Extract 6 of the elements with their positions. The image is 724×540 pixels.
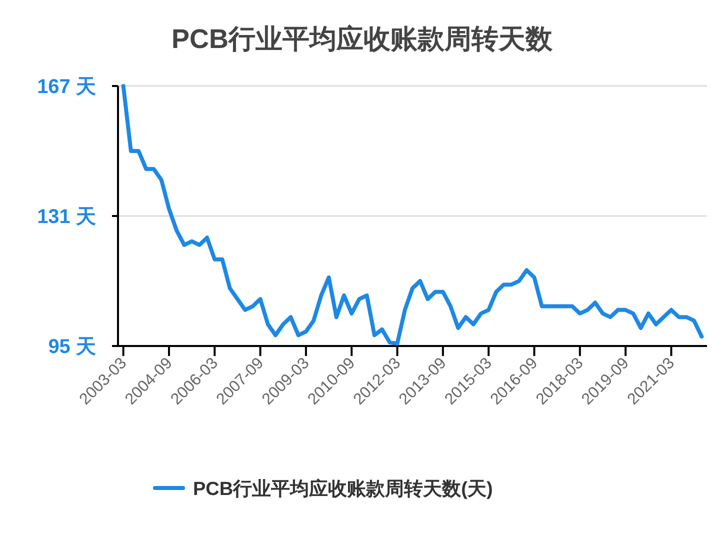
y-tick-label: 95 天 xyxy=(48,336,96,358)
line-series xyxy=(121,84,704,346)
y-tick-label: 131 天 xyxy=(37,206,96,228)
legend-label: PCB行业平均应收账款周转天数(天) xyxy=(193,478,493,500)
y-tick-label: 167 天 xyxy=(37,76,96,98)
chart-title: PCB行业平均应收账款周转天数 xyxy=(171,24,554,54)
